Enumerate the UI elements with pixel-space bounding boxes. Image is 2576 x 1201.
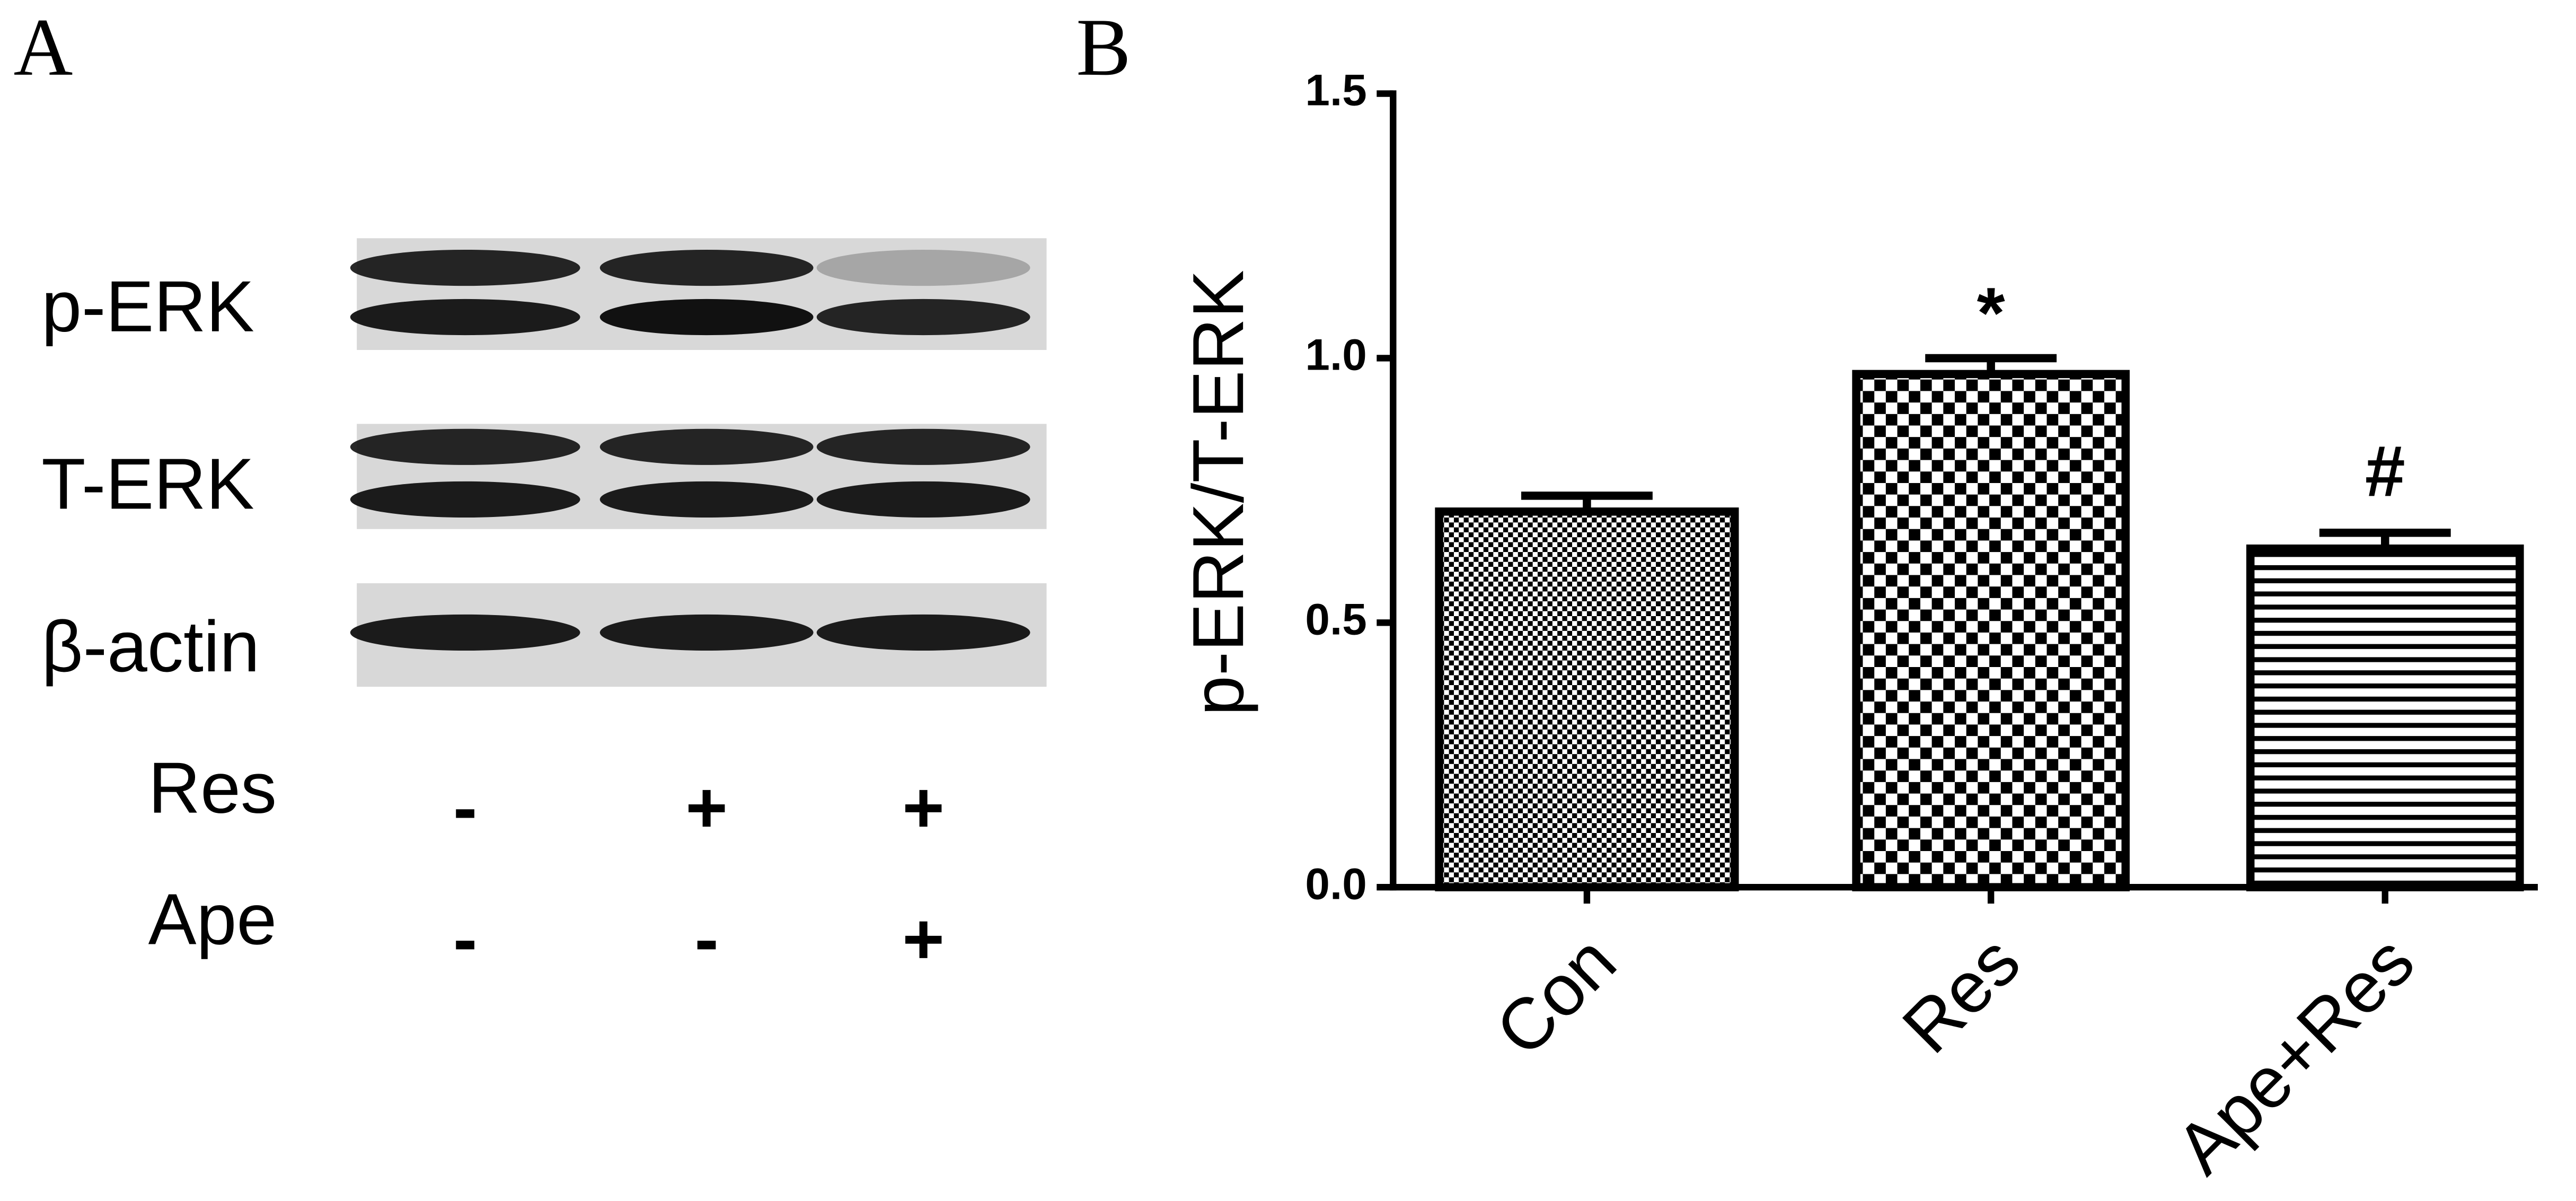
blot-band (599, 428, 814, 465)
panel-label: A (14, 2, 73, 93)
treatment-sign: - (694, 899, 718, 979)
bar (1852, 370, 2130, 891)
treatment-sign: - (453, 767, 477, 848)
significance-marker: # (2365, 431, 2405, 511)
blot-band (816, 614, 1030, 651)
blot-band (350, 249, 580, 286)
bar-chart: 0.0 0.5 1.0 1.5 p-ERK/T-ERK Con Res Ape+Res * # (1178, 65, 2538, 1189)
y-tick-label: 1.0 (1305, 330, 1366, 380)
bar (1435, 507, 1739, 891)
blot-band (599, 249, 814, 286)
x-tick-label: Res (1887, 921, 2035, 1068)
error-bar (1925, 354, 2057, 374)
blot-band (350, 428, 580, 465)
error-bar (2319, 528, 2451, 549)
treatment-sign: + (685, 767, 728, 848)
blot-band (816, 428, 1030, 465)
y-tick-label: 1.5 (1305, 65, 1366, 115)
panel-label: B (1076, 2, 1131, 93)
error-bar (1521, 492, 1653, 512)
blot-band (816, 481, 1030, 518)
blot-band (350, 299, 580, 336)
treatment-sign: + (902, 767, 945, 848)
blot-row-label: p-ERK (41, 266, 254, 347)
blot-band (350, 481, 580, 518)
bar (2246, 544, 2524, 891)
treatment-sign: - (453, 899, 477, 979)
western-blot: p-ERK T-ERK β-actin Res - + + Ape - - + (41, 238, 1047, 979)
blot-row-label: T-ERK (41, 443, 254, 524)
treatment-label: Res (148, 748, 277, 828)
significance-marker: * (1977, 273, 2005, 353)
treatment-label: Ape (148, 879, 277, 959)
blot-band (816, 299, 1030, 336)
x-tick-label: Con (1480, 921, 1631, 1071)
y-tick-label: 0.0 (1305, 858, 1366, 908)
blot-band (816, 249, 1030, 286)
blot-row-label: β-actin (41, 606, 260, 687)
treatment-sign: + (902, 899, 945, 979)
x-tick-label: Ape+Res (2160, 921, 2429, 1189)
blot-band (599, 481, 814, 518)
y-axis-title: p-ERK/T-ERK (1178, 270, 1258, 716)
y-tick-label: 0.5 (1305, 594, 1366, 644)
blot-band (350, 614, 580, 651)
blot-band (599, 614, 814, 651)
blot-band (599, 299, 814, 336)
